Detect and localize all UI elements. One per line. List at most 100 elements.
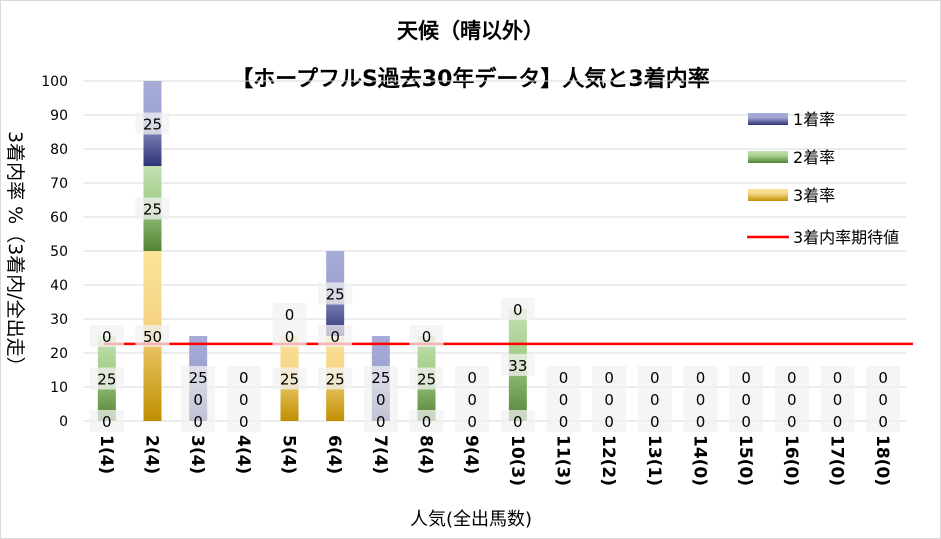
x-tick-label: 16(0): [781, 435, 801, 486]
data-label: 0: [741, 413, 751, 431]
data-label: 33: [508, 357, 527, 375]
data-label: 0: [741, 391, 751, 409]
x-tick-label: 2(4): [142, 435, 162, 474]
y-tick-label: 30: [50, 312, 68, 328]
data-label: 25: [417, 371, 436, 389]
x-tick-label: 1(4): [96, 435, 116, 474]
data-label-bg: [592, 366, 627, 388]
data-label-bg: [181, 410, 216, 432]
x-tick-label: 11(3): [553, 435, 573, 486]
x-tick-label: 10(3): [507, 435, 527, 486]
data-label: 25: [189, 369, 208, 387]
chart-subtitle: 【ホープフルS過去30年データ】人気と3着内率: [231, 67, 710, 92]
data-label-bg: [729, 388, 764, 410]
data-label-bg: [135, 197, 170, 220]
y-tick-label: 50: [50, 244, 68, 260]
data-label-bg: [272, 303, 307, 325]
data-label: 0: [696, 369, 706, 387]
data-label-bg: [181, 388, 216, 410]
data-label-bg: [774, 410, 809, 432]
data-label: 0: [650, 391, 660, 409]
data-label-bg: [546, 410, 581, 432]
data-label: 0: [650, 369, 660, 387]
data-label: 25: [143, 201, 162, 219]
data-label-bg: [181, 366, 216, 388]
x-tick-label: 5(4): [279, 435, 299, 474]
x-axis-label: 人気(全出馬数): [410, 509, 532, 530]
data-label: 0: [650, 413, 660, 431]
data-label-bg: [89, 325, 124, 347]
data-label-bg: [409, 367, 444, 390]
x-tick-label: 12(2): [598, 435, 618, 486]
y-axis-label: 3着内率 %（3着内/全出走）: [4, 131, 26, 376]
x-tick-label: 4(4): [233, 435, 253, 474]
data-label: 0: [513, 413, 523, 431]
data-label-bg: [820, 410, 855, 432]
data-label-bg: [866, 388, 901, 410]
legend-label: 3着率: [793, 186, 835, 205]
legend-label: 1着率: [793, 110, 835, 129]
data-label: 0: [239, 369, 249, 387]
data-label-bg: [592, 410, 627, 432]
x-tick-label: 13(1): [644, 435, 664, 486]
data-label: 0: [102, 413, 112, 431]
data-label: 0: [878, 391, 888, 409]
legend-swatch: [748, 113, 788, 125]
y-tick-label: 40: [50, 278, 68, 294]
x-tick-label: 18(0): [872, 435, 892, 486]
data-label-bg: [455, 410, 490, 432]
data-label: 0: [467, 391, 477, 409]
data-label: 0: [285, 306, 295, 324]
data-label-bg: [318, 367, 353, 390]
data-label: 0: [467, 413, 477, 431]
data-label: 0: [102, 328, 112, 346]
data-label: 0: [376, 391, 386, 409]
data-label: 0: [604, 369, 614, 387]
x-tick-label: 17(0): [827, 435, 847, 486]
data-label-bg: [637, 366, 672, 388]
data-label: 50: [143, 328, 162, 346]
data-label-bg: [363, 388, 398, 410]
data-label: 0: [833, 391, 843, 409]
y-tick-label: 100: [41, 74, 68, 90]
data-label-bg: [500, 410, 535, 432]
legend-swatch: [748, 189, 788, 201]
x-tick-label: 15(0): [735, 435, 755, 486]
y-tick-label: 60: [50, 210, 68, 226]
data-label-bg: [135, 112, 170, 135]
data-label: 0: [787, 369, 797, 387]
x-tick-label: 6(4): [324, 435, 344, 474]
data-label: 0: [833, 413, 843, 431]
data-label-bg: [409, 410, 444, 432]
data-label: 0: [285, 328, 295, 346]
data-label: 0: [741, 369, 751, 387]
x-tick-label: 14(0): [690, 435, 710, 486]
y-tick-label: 10: [50, 380, 68, 396]
data-label: 25: [143, 116, 162, 134]
y-tick-label: 0: [59, 414, 68, 430]
data-label: 25: [371, 369, 390, 387]
data-label-bg: [226, 366, 261, 388]
x-tick-label: 3(4): [187, 435, 207, 474]
data-label-bg: [774, 366, 809, 388]
data-label: 0: [787, 391, 797, 409]
legend-swatch: [748, 151, 788, 163]
data-label-bg: [820, 388, 855, 410]
data-label-bg: [318, 325, 353, 347]
x-tick-label: 9(4): [461, 435, 481, 474]
data-label: 0: [696, 413, 706, 431]
data-label-bg: [683, 388, 718, 410]
data-label-bg: [500, 353, 535, 376]
data-label-bg: [363, 410, 398, 432]
data-label-bg: [89, 367, 124, 390]
y-tick-label: 90: [50, 108, 68, 124]
data-label: 25: [326, 286, 345, 304]
data-label-bg: [409, 325, 444, 347]
x-tick-label: 7(4): [370, 435, 390, 474]
data-label: 0: [193, 391, 203, 409]
data-label-bg: [318, 282, 353, 305]
data-label: 0: [376, 413, 386, 431]
data-label: 0: [787, 413, 797, 431]
chart-title: 天候（晴以外）: [397, 19, 544, 43]
data-label: 0: [422, 413, 432, 431]
